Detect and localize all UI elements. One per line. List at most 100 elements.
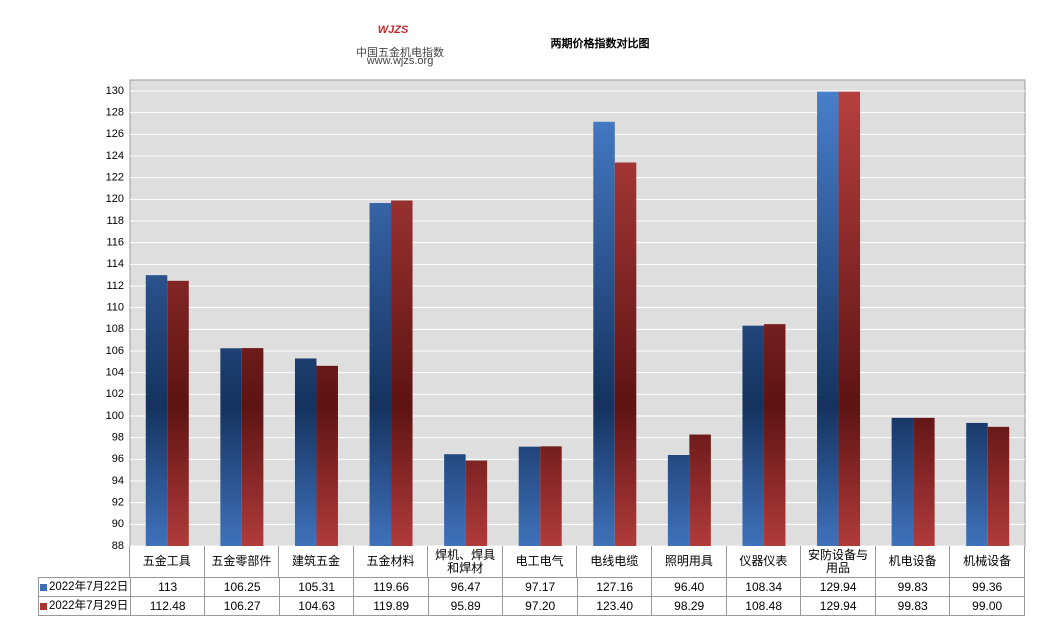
bar — [763, 324, 786, 546]
x-tick-label: 机械设备 — [950, 546, 1025, 578]
y-tick-label: 88 — [112, 540, 124, 552]
y-tick-label: 96 — [112, 453, 124, 465]
bar — [241, 348, 264, 546]
value-label: 95.89 — [428, 597, 504, 616]
bar — [838, 91, 861, 547]
y-tick-label: 100 — [106, 410, 124, 422]
bar — [689, 434, 711, 546]
logo-name: 中国五金机电指数 — [356, 45, 444, 59]
table-row: 2022年7月29日 112.48 106.27 104.63 119.89 95.89 9… — [38, 597, 1025, 616]
y-tick-label: 110 — [106, 302, 124, 314]
table-row: 2022年7月22日 113 106.25 105.31 119.66 96.47 97.1… — [38, 578, 1025, 597]
value-label: 106.25 — [205, 578, 280, 597]
y-tick-label: 108 — [106, 323, 124, 335]
y-tick-label: 126 — [106, 128, 124, 140]
y-tick-label: 102 — [106, 388, 124, 400]
bar — [742, 325, 764, 546]
y-tick-label: 122 — [106, 172, 124, 184]
bar — [294, 358, 317, 546]
x-tick-label: 焊机、焊具和焊材 — [428, 546, 503, 578]
bar — [614, 162, 637, 546]
value-label: 99.36 — [950, 578, 1025, 597]
value-label: 97.20 — [503, 597, 578, 616]
x-tick-label: 安防设备与用品 — [801, 546, 876, 578]
value-label: 119.89 — [354, 597, 429, 616]
bar — [145, 275, 168, 546]
value-label: 113 — [130, 578, 206, 597]
y-tick-label: 90 — [112, 518, 124, 530]
bar — [518, 446, 541, 546]
x-tick-label: 电线电缆 — [577, 546, 653, 578]
bar — [391, 200, 413, 546]
y-tick-label: 94 — [112, 475, 124, 487]
value-label: 99.00 — [950, 597, 1025, 616]
value-label: 119.66 — [354, 578, 429, 597]
value-label: 97.17 — [503, 578, 578, 597]
bar — [966, 422, 988, 546]
value-label: 104.63 — [279, 597, 355, 616]
y-tick-label: 130 — [106, 85, 124, 97]
logo-mark: WJZS — [378, 24, 409, 36]
bar — [913, 417, 935, 546]
legend-entry: 2022年7月29日 — [39, 597, 131, 616]
x-tick-label: 建筑五金 — [279, 546, 354, 578]
value-label: 99.83 — [875, 597, 951, 616]
bar — [369, 203, 392, 546]
y-tick-label: 98 — [112, 432, 124, 444]
value-label: 96.40 — [652, 578, 727, 597]
bar — [220, 348, 242, 546]
x-tick-label: 机电设备 — [875, 546, 951, 578]
y-tick-label: 114 — [106, 258, 124, 270]
bar — [167, 280, 189, 546]
value-label: 105.31 — [279, 578, 355, 597]
value-label: 112.48 — [130, 597, 206, 616]
y-tick-label: 112 — [106, 280, 124, 292]
plot-area — [129, 79, 1026, 547]
legend-label: 2022年7月29日 — [49, 599, 129, 612]
bar — [444, 454, 466, 546]
bar — [465, 460, 488, 546]
corner — [38, 546, 130, 578]
y-tick-label: 124 — [106, 150, 124, 162]
bar — [987, 426, 1010, 546]
value-label: 129.94 — [801, 597, 876, 616]
y-tick-label: 120 — [106, 193, 124, 205]
legend-label: 2022年7月22日 — [49, 580, 129, 593]
chart-title: 两期价格指数对比图 — [551, 36, 650, 50]
bar — [540, 446, 562, 546]
bar — [316, 365, 338, 546]
y-tick-label: 128 — [106, 107, 124, 119]
value-label: 98.29 — [652, 597, 727, 616]
table-header: 五金工具 五金零部件 建筑五金 五金材料 焊机、焊具和焊材 电工电气 电线电缆 照明用具 仪器仪… — [38, 546, 1025, 578]
bar — [817, 91, 839, 547]
value-label: 106.27 — [205, 597, 280, 616]
logo-url: www.wjzs.org — [366, 55, 434, 67]
bar — [667, 455, 690, 546]
y-tick-label: 106 — [106, 345, 124, 357]
x-tick-label: 五金材料 — [353, 546, 429, 578]
x-tick-label: 五金零部件 — [204, 546, 280, 578]
x-tick-label: 仪器仪表 — [726, 546, 802, 578]
y-tick-label: 116 — [106, 237, 124, 249]
value-label: 108.48 — [726, 597, 802, 616]
bar — [891, 417, 914, 546]
legend-swatch — [40, 602, 47, 610]
x-tick-label: 照明用具 — [652, 546, 727, 578]
y-tick-label: 118 — [106, 215, 124, 227]
legend-swatch — [40, 583, 47, 591]
legend-entry: 2022年7月22日 — [39, 578, 131, 597]
value-label: 129.94 — [801, 578, 876, 597]
value-label: 123.40 — [577, 597, 653, 616]
value-label: 99.83 — [875, 578, 951, 597]
value-label: 127.16 — [577, 578, 653, 597]
y-tick-label: 104 — [106, 367, 124, 379]
data-table: 五金工具 五金零部件 建筑五金 五金材料 焊机、焊具和焊材 电工电气 电线电缆 照明用具 仪器仪… — [38, 546, 1025, 616]
y-tick-label: 92 — [112, 497, 124, 509]
value-label: 96.47 — [428, 578, 504, 597]
value-label: 108.34 — [726, 578, 802, 597]
x-tick-label: 电工电气 — [502, 546, 578, 578]
x-tick-label: 五金工具 — [130, 546, 205, 578]
bar — [593, 121, 615, 547]
